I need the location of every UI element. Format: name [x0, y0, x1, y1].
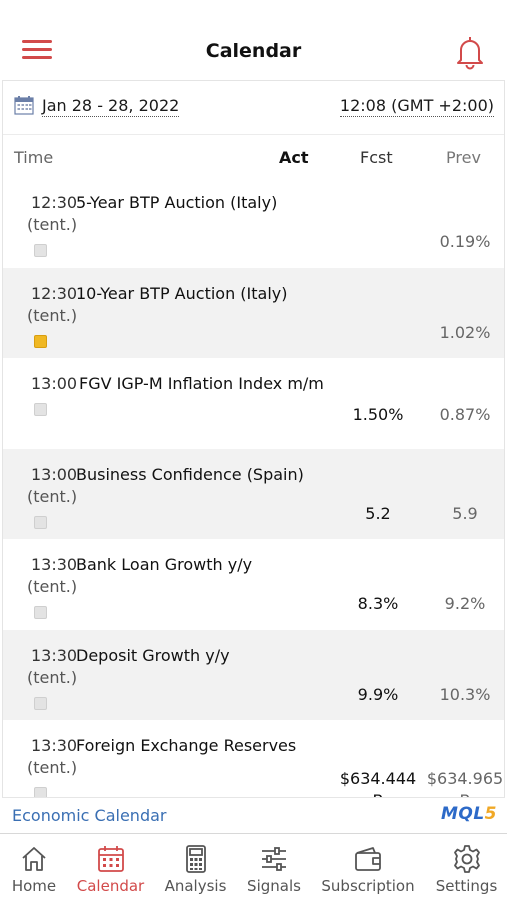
mql5-logo[interactable]: MQL5 [440, 804, 497, 824]
calendar-panel: Jan 28 - 28, 2022 12:08 (GMT +2:00) Time… [2, 80, 505, 833]
top-bar: Calendar [0, 0, 507, 80]
event-tentative: (tent.) [27, 305, 78, 325]
gear-icon [453, 845, 480, 873]
date-bar: Jan 28 - 28, 2022 12:08 (GMT +2:00) [3, 81, 504, 135]
event-forecast: 8.3% [357, 594, 399, 613]
event-previous: 0.19% [439, 232, 491, 251]
column-header-time: Time [14, 148, 54, 167]
event-previous: 0.87% [439, 405, 491, 424]
calculator-icon [185, 845, 206, 873]
economic-calendar-footer: Economic Calendar MQL5 [2, 797, 505, 833]
event-row[interactable]: 12:30 5-Year BTP Auction (Italy) (tent.)… [3, 177, 504, 268]
importance-indicator [34, 244, 47, 257]
tab-label: Signals [247, 877, 301, 895]
column-header-previous: Prev [446, 148, 481, 167]
hamburger-menu-icon[interactable] [22, 40, 52, 64]
event-time: 13:30 [31, 736, 78, 755]
date-range-selector[interactable]: Jan 28 - 28, 2022 [42, 96, 180, 117]
event-previous: 9.2% [444, 594, 486, 613]
time-zone-selector[interactable]: 12:08 (GMT +2:00) [339, 96, 494, 117]
column-header-forecast: Fcst [360, 148, 393, 167]
importance-indicator [34, 606, 47, 619]
tab-settings[interactable]: Settings [426, 834, 507, 900]
event-name: Deposit Growth y/y [76, 645, 230, 665]
event-tentative: (tent.) [27, 215, 78, 234]
tab-label: Settings [435, 877, 498, 895]
event-time: 13:00 [31, 374, 78, 393]
event-time: 12:30 [31, 193, 78, 212]
event-name: Foreign Exchange Reserves [76, 736, 297, 755]
tab-home[interactable]: Home [0, 834, 68, 900]
tab-calendar[interactable]: Calendar [68, 834, 153, 900]
tab-signals[interactable]: Signals [238, 834, 310, 900]
event-tentative: (tent.) [27, 667, 78, 687]
calendar-icon [97, 846, 124, 872]
event-previous: 5.9 [452, 503, 478, 523]
event-name: FGV IGP-M Inflation Index m/m [79, 374, 324, 393]
wallet-icon [355, 847, 381, 871]
column-header-actual: Act [279, 148, 309, 167]
event-row[interactable]: 13:30 Bank Loan Growth y/y (tent.) 8.3% … [3, 539, 504, 630]
event-list: 12:30 5-Year BTP Auction (Italy) (tent.)… [3, 177, 504, 811]
tab-label: Calendar [76, 877, 145, 895]
bottom-tab-bar: Home Calendar Analysis [0, 833, 507, 900]
page-title: Calendar [205, 40, 302, 62]
event-row[interactable]: 12:30 10-Year BTP Auction (Italy) (tent.… [3, 267, 504, 358]
event-name: 10-Year BTP Auction (Italy) [76, 283, 288, 303]
event-forecast: 5.2 [365, 503, 391, 523]
tab-label: Home [11, 877, 57, 895]
event-forecast: 9.9% [357, 684, 399, 704]
event-row[interactable]: 13:00 FGV IGP-M Inflation Index m/m 1.50… [3, 358, 504, 449]
sliders-icon [262, 847, 286, 871]
calendar-icon[interactable] [14, 95, 34, 115]
event-name: Business Confidence (Spain) [76, 464, 304, 484]
event-time: 13:30 [31, 645, 78, 665]
event-name: Bank Loan Growth y/y [76, 555, 253, 574]
tab-label: Analysis [164, 877, 227, 895]
home-icon [22, 847, 46, 871]
importance-indicator [34, 696, 47, 710]
event-name: 5-Year BTP Auction (Italy) [76, 193, 278, 212]
event-row[interactable]: 13:00 Business Confidence (Spain) (tent.… [3, 448, 504, 539]
event-tentative: (tent.) [27, 758, 78, 777]
event-tentative: (tent.) [27, 577, 78, 596]
tab-analysis[interactable]: Analysis [153, 834, 238, 900]
importance-indicator [34, 515, 47, 529]
event-time: 12:30 [31, 283, 78, 303]
tab-label: Subscription [321, 877, 415, 895]
economic-calendar-link[interactable]: Economic Calendar [12, 806, 167, 825]
event-tentative: (tent.) [27, 486, 78, 506]
tab-subscription[interactable]: Subscription [310, 834, 426, 900]
event-forecast: 1.50% [352, 405, 404, 424]
event-previous: 1.02% [439, 322, 491, 342]
importance-indicator [34, 334, 47, 348]
bell-icon[interactable] [452, 34, 488, 70]
column-headers: Time Act Fcst Prev [3, 135, 504, 177]
event-previous: 10.3% [439, 684, 491, 704]
event-time: 13:30 [31, 555, 78, 574]
event-row[interactable]: 13:30 Deposit Growth y/y (tent.) 9.9% 10… [3, 629, 504, 720]
event-time: 13:00 [31, 464, 78, 484]
importance-indicator [34, 403, 47, 416]
